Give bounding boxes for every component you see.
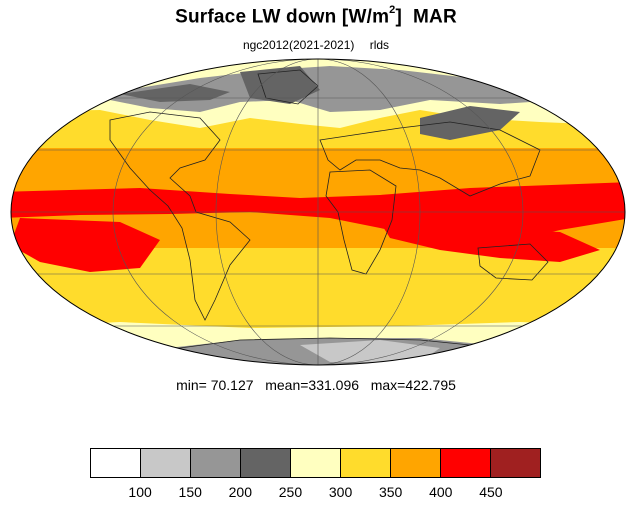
colorbar-tick-label: 200: [228, 484, 253, 500]
colorbar-segment: [191, 449, 241, 477]
colorbar-tick-label: 150: [178, 484, 202, 500]
mean-label: mean=: [265, 377, 309, 393]
colorbar-segment: [241, 449, 291, 477]
arctic-dark-field: [120, 84, 230, 102]
arctic-field: [90, 66, 560, 112]
greenland-field: [240, 66, 320, 104]
colorbar-labels: 100 150 200 250 300 350 400 450: [90, 484, 541, 502]
mean-value: 331.096: [308, 377, 360, 393]
variable-label: rlds: [369, 38, 390, 52]
colorbar-tick-label: 350: [378, 484, 403, 500]
colorbar-segment: [91, 449, 141, 477]
subtitle: ngc2012(2021-2021) rlds: [0, 38, 632, 52]
colorbar-segment: [291, 449, 341, 477]
colorbar-tick-label: 400: [429, 484, 453, 500]
field-band-red-indian: [380, 222, 600, 262]
colorbar-tick-label: 450: [479, 484, 503, 500]
siberia-field: [420, 106, 520, 140]
max-value: 422.795: [405, 377, 456, 393]
field-band-red-tropics: [11, 182, 625, 240]
stats-line: min= 70.127 mean=331.096 max=422.795: [0, 377, 632, 393]
min-value: 70.127: [210, 377, 254, 393]
experiment-label: ngc2012(2021-2021): [242, 38, 355, 52]
colorbar: [90, 448, 541, 478]
globe-outline: [10, 58, 626, 366]
page-title: Surface LW down [W/m2] MAR: [175, 4, 457, 28]
colorbar-segment: [391, 449, 441, 477]
colorbar-segment: [491, 449, 540, 477]
min-label: min=: [176, 377, 207, 393]
colorbar-segment: [141, 449, 191, 477]
colorbar-tick-label: 100: [128, 484, 152, 500]
antarctica-high-field: [300, 340, 440, 362]
colorbar-segment: [341, 449, 391, 477]
colorbar-tick-label: 250: [278, 484, 303, 500]
colorbar-segment: [441, 449, 491, 477]
colorbar-tick-label: 300: [328, 484, 353, 500]
max-label: max=: [370, 377, 406, 393]
